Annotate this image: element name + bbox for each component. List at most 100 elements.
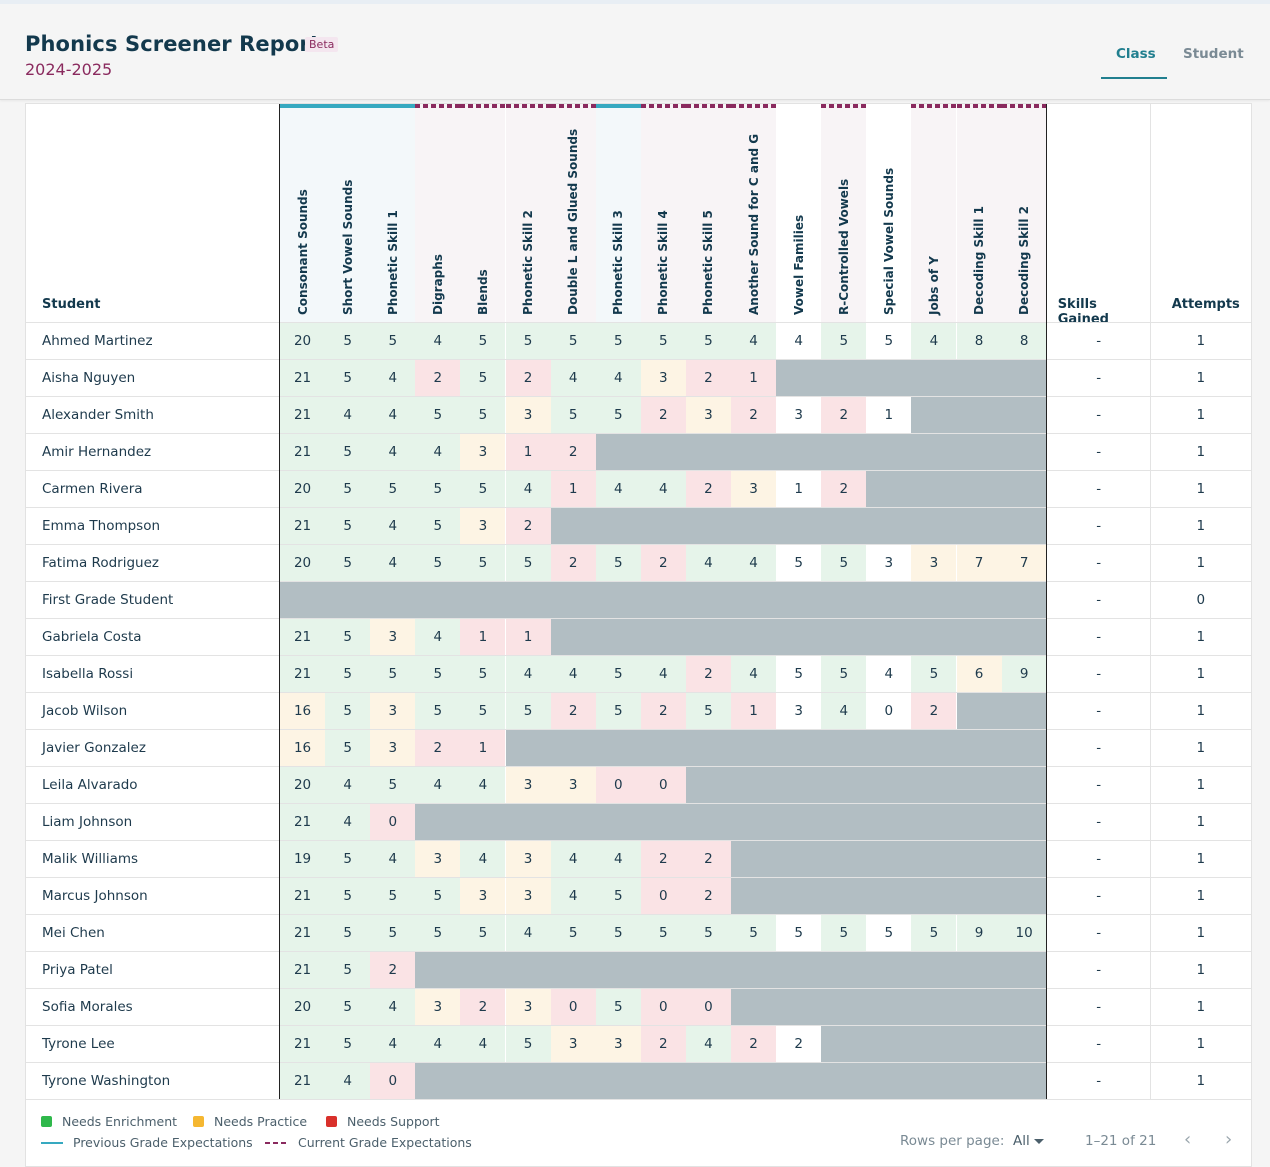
no-data-cell bbox=[821, 1026, 1047, 1062]
student-name[interactable]: Gabriela Costa bbox=[42, 629, 142, 645]
score-cell: 21 bbox=[280, 656, 326, 692]
score-cell: 4 bbox=[866, 656, 912, 692]
table-row[interactable]: Gabriela Costa 21 5 3 4 1 1-1 bbox=[26, 618, 1251, 655]
score-cell: 0 bbox=[640, 878, 686, 914]
student-name[interactable]: Ahmed Martinez bbox=[42, 333, 153, 349]
table-row[interactable]: Amir Hernandez 21 5 4 4 3 1 2-1 bbox=[26, 433, 1251, 470]
score-cell: 5 bbox=[595, 545, 641, 581]
table-row[interactable]: Mei Chen 21 5 5 5 5 4 5 5 5 5 5 5 5 5 5 9 10-1 bbox=[26, 914, 1251, 951]
table-row[interactable]: Emma Thompson 21 5 4 5 3 2-1 bbox=[26, 507, 1251, 544]
score-cell: 3 bbox=[685, 397, 731, 433]
table-row[interactable]: Alexander Smith 21 4 4 5 5 3 5 5 2 3 2 3 2 1-1 bbox=[26, 396, 1251, 433]
score-cell: 5 bbox=[911, 656, 957, 692]
dropdown-caret-icon bbox=[1033, 1138, 1044, 1144]
student-name[interactable]: Liam Johnson bbox=[42, 814, 133, 830]
student-name[interactable]: Emma Thompson bbox=[42, 518, 161, 534]
student-name[interactable]: Fatima Rodriguez bbox=[42, 555, 159, 571]
skill-header-label: Phonetic Skill 5 bbox=[701, 210, 716, 315]
table-row[interactable]: Tyrone Washington 21 4 0 - 1 bbox=[26, 1062, 1251, 1099]
current-grade-bar bbox=[415, 104, 461, 108]
score-cell: 2 bbox=[505, 360, 551, 396]
score-cell: 2 bbox=[550, 693, 596, 729]
table-row[interactable]: First Grade Student - 0 bbox=[26, 581, 1251, 618]
score-cell: 5 bbox=[370, 767, 416, 803]
tab-student[interactable]: Student bbox=[1183, 46, 1244, 62]
table-row[interactable]: Isabella Rossi 21 5 5 5 5 4 4 5 4 2 4 5 5 4 5 6 9-1 bbox=[26, 655, 1251, 692]
score-cell: 4 bbox=[415, 767, 461, 803]
student-name[interactable]: Javier Gonzalez bbox=[42, 740, 146, 756]
legend-previous-label: Previous Grade Expectations bbox=[73, 1135, 253, 1150]
score-cell: 4 bbox=[415, 1026, 461, 1062]
score-cell: 0 bbox=[550, 989, 596, 1025]
score-cell: 0 bbox=[640, 767, 686, 803]
score-cell: 1 bbox=[776, 471, 822, 507]
student-name[interactable]: Aisha Nguyen bbox=[42, 370, 136, 386]
score-cell: 5 bbox=[415, 397, 461, 433]
tab-class[interactable]: Class bbox=[1116, 46, 1156, 62]
score-cell: 3 bbox=[776, 397, 822, 433]
table-row[interactable]: Leila Alvarado 20 4 5 4 4 3 3 0 0-1 bbox=[26, 766, 1251, 803]
table-row[interactable]: Priya Patel 21 5 2 - 1 bbox=[26, 951, 1251, 988]
no-data-cell bbox=[550, 619, 1047, 655]
score-cell: 2 bbox=[685, 878, 731, 914]
student-name[interactable]: Tyrone Lee bbox=[42, 1036, 115, 1052]
table-row[interactable]: Liam Johnson 21 4 0 - 1 bbox=[26, 803, 1251, 840]
table-row[interactable]: Carmen Rivera 20 5 5 5 5 4 1 4 4 2 3 1 2-1 bbox=[26, 470, 1251, 507]
student-name[interactable]: Jacob Wilson bbox=[42, 703, 128, 719]
next-page-icon[interactable]: › bbox=[1225, 1129, 1233, 1150]
student-name[interactable]: Sofia Morales bbox=[42, 999, 133, 1015]
legend-previous-grade: Previous Grade Expectations bbox=[41, 1135, 253, 1150]
student-name[interactable]: Alexander Smith bbox=[42, 407, 154, 423]
table-row[interactable]: Jacob Wilson 16 5 3 5 5 5 2 5 2 5 1 3 4 0 2-1 bbox=[26, 692, 1251, 729]
student-name[interactable]: Mei Chen bbox=[42, 925, 105, 941]
score-cell: 4 bbox=[325, 397, 371, 433]
table-row[interactable]: Javier Gonzalez 16 5 3 2 1-1 bbox=[26, 729, 1251, 766]
score-cell: 4 bbox=[460, 1026, 506, 1062]
score-cell: 21 bbox=[280, 619, 326, 655]
table-row[interactable]: Aisha Nguyen 21 5 4 2 5 2 4 4 3 2 1-1 bbox=[26, 359, 1251, 396]
score-cell: 2 bbox=[821, 471, 867, 507]
table-row[interactable]: Marcus Johnson 21 5 5 5 3 3 4 5 0 2-1 bbox=[26, 877, 1251, 914]
table-row[interactable]: Ahmed Martinez 20 5 5 4 5 5 5 5 5 5 4 4 5 5 4 8 8-1 bbox=[26, 322, 1251, 359]
student-name[interactable]: Priya Patel bbox=[42, 962, 113, 978]
score-cell: 5 bbox=[550, 397, 596, 433]
score-cell: 9 bbox=[956, 915, 1002, 951]
score-cell: 2 bbox=[776, 1026, 822, 1062]
rows-per-page-select[interactable]: All bbox=[1013, 1133, 1044, 1149]
score-cell: 5 bbox=[415, 915, 461, 951]
score-cell: 5 bbox=[325, 730, 371, 766]
skills-gained-cell: - bbox=[1096, 592, 1102, 608]
attempts-cell: 1 bbox=[1196, 444, 1206, 460]
student-name[interactable]: Marcus Johnson bbox=[42, 888, 148, 904]
student-name[interactable]: Carmen Rivera bbox=[42, 481, 143, 497]
table-row[interactable]: Tyrone Lee 21 5 4 4 4 5 3 3 2 4 2 2-1 bbox=[26, 1025, 1251, 1062]
student-name[interactable]: Isabella Rossi bbox=[42, 666, 134, 682]
skills-gained-cell: - bbox=[1096, 518, 1102, 534]
score-cell: 3 bbox=[370, 730, 416, 766]
student-name[interactable]: Leila Alvarado bbox=[42, 777, 138, 793]
score-cell: 4 bbox=[776, 323, 822, 359]
table-row[interactable]: Sofia Morales 20 5 4 3 2 3 0 5 0 0-1 bbox=[26, 988, 1251, 1025]
score-cell: 5 bbox=[325, 656, 371, 692]
score-cell: 5 bbox=[685, 915, 731, 951]
previous-grade-bar bbox=[325, 104, 371, 108]
table-row[interactable]: Fatima Rodriguez 20 5 4 5 5 5 2 5 2 4 4 5 5 3 3 7 7-1 bbox=[26, 544, 1251, 581]
skill-header-bg bbox=[280, 104, 326, 322]
score-cell: 4 bbox=[415, 434, 461, 470]
skill-header-label: Consonant Sounds bbox=[295, 189, 310, 315]
student-name[interactable]: First Grade Student bbox=[42, 592, 174, 608]
student-name[interactable]: Malik Williams bbox=[42, 851, 139, 867]
student-name[interactable]: Tyrone Washington bbox=[42, 1073, 171, 1089]
skills-gained-cell: - bbox=[1096, 481, 1102, 497]
score-cell: 5 bbox=[505, 693, 551, 729]
score-cell: 3 bbox=[550, 767, 596, 803]
score-cell: 1 bbox=[550, 471, 596, 507]
student-name[interactable]: Amir Hernandez bbox=[42, 444, 152, 460]
previous-page-icon[interactable]: ‹ bbox=[1184, 1129, 1192, 1150]
rows-per-page-value: All bbox=[1013, 1133, 1030, 1149]
table-row[interactable]: Malik Williams 19 5 4 3 4 3 4 4 2 2-1 bbox=[26, 840, 1251, 877]
current-grade-bar bbox=[460, 104, 506, 108]
current-grade-bar bbox=[911, 104, 957, 108]
score-cell: 10 bbox=[1001, 915, 1047, 951]
score-cell: 5 bbox=[325, 1026, 371, 1062]
